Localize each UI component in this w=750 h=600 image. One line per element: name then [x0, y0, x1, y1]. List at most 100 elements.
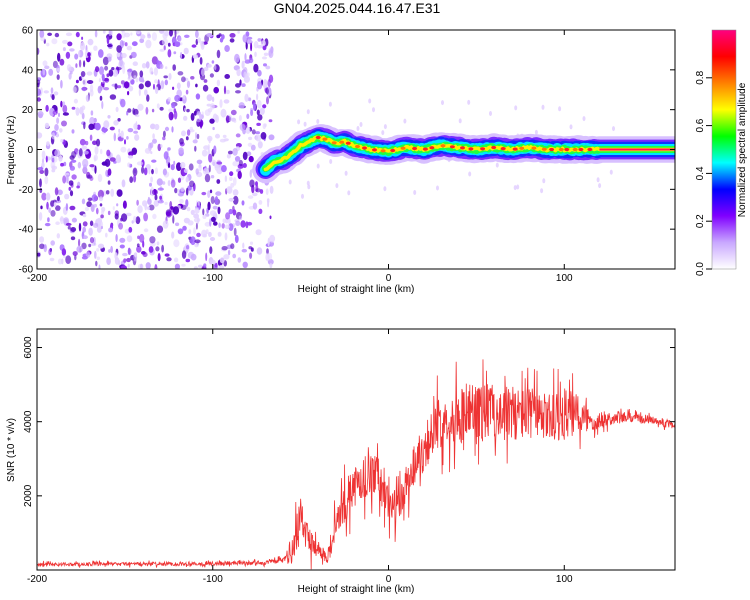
noise-blob	[166, 257, 172, 262]
ridge-hotspot	[558, 147, 564, 152]
x-tick-label: -100	[203, 273, 223, 284]
noise-blob	[110, 245, 113, 254]
noise-blob	[266, 248, 269, 255]
noise-blob	[89, 89, 94, 97]
noise-blob	[241, 60, 245, 69]
noise-blob	[48, 248, 52, 256]
faint-blob	[383, 124, 387, 130]
faint-blob	[403, 118, 407, 124]
noise-blob	[41, 192, 47, 201]
noise-blob	[118, 128, 121, 133]
noise-blob	[196, 232, 201, 238]
noise-blob	[60, 162, 65, 167]
noise-blob	[255, 229, 262, 236]
faint-blob	[316, 163, 320, 169]
noise-blob	[243, 75, 250, 83]
noise-blob	[223, 138, 229, 142]
noise-blob	[241, 248, 247, 253]
noise-blob	[145, 262, 151, 269]
noise-blob	[145, 39, 152, 49]
noise-blob	[185, 176, 189, 183]
spectrogram-frequency-ridge	[252, 124, 675, 184]
ridge-hotspot	[345, 141, 351, 145]
noise-blob	[51, 157, 55, 163]
noise-blob	[235, 220, 241, 226]
noise-blob	[242, 151, 248, 161]
noise-blob	[202, 233, 207, 238]
noise-blob	[139, 70, 144, 78]
y-tick-label: 40	[22, 65, 34, 76]
faint-blob	[307, 184, 311, 190]
noise-blob	[216, 161, 223, 165]
x-tick-label: 0	[386, 574, 392, 585]
noise-blob	[223, 99, 230, 104]
noise-blob	[202, 43, 205, 48]
noise-blob	[157, 143, 162, 152]
noise-blob	[194, 243, 199, 248]
noise-blob	[232, 253, 237, 259]
noise-blob	[88, 243, 92, 248]
noise-blob	[247, 97, 252, 102]
noise-blob	[172, 86, 175, 91]
noise-blob	[247, 142, 253, 147]
noise-blob	[72, 251, 78, 256]
noise-blob	[121, 179, 126, 188]
y-tick-label: 0	[27, 145, 33, 156]
noise-blob	[49, 257, 55, 262]
noise-blob	[207, 108, 213, 113]
noise-blob	[269, 215, 272, 220]
noise-blob	[59, 58, 65, 66]
noise-blob	[178, 36, 182, 42]
noise-blob	[129, 176, 134, 184]
noise-blob	[55, 221, 60, 225]
faint-blob	[612, 126, 615, 132]
noise-blob	[108, 249, 111, 253]
noise-blob	[96, 207, 99, 215]
ridge-hotspot	[564, 147, 570, 152]
colorbar-gradient	[712, 30, 736, 269]
noise-blob	[57, 52, 61, 62]
noise-blob	[75, 31, 80, 38]
noise-blob	[203, 263, 207, 268]
snr-x-axis-label: Height of straight line (km)	[298, 584, 415, 595]
noise-blob	[211, 60, 215, 64]
noise-blob	[52, 110, 58, 116]
noise-blob	[142, 240, 145, 248]
noise-blob	[262, 104, 267, 109]
noise-blob	[135, 114, 140, 118]
noise-blob	[164, 201, 168, 205]
noise-blob	[181, 263, 186, 267]
noise-blob	[214, 262, 218, 268]
noise-blob	[82, 78, 87, 86]
noise-blob	[136, 124, 141, 130]
noise-blob	[211, 96, 215, 103]
noise-blob	[85, 251, 91, 258]
colorbar-tick-label: 0.0	[695, 262, 706, 276]
faint-blob	[513, 185, 517, 191]
noise-blob	[257, 38, 262, 42]
noise-blob	[202, 214, 207, 219]
noise-blob	[256, 247, 263, 255]
noise-blob	[192, 54, 198, 59]
noise-blob	[228, 223, 234, 232]
noise-blob	[153, 199, 159, 207]
noise-blob	[172, 206, 180, 215]
noise-blob	[156, 241, 160, 246]
noise-blob	[78, 76, 83, 81]
noise-blob	[169, 201, 173, 209]
noise-blob	[180, 204, 187, 210]
noise-blob	[217, 206, 221, 215]
noise-blob	[66, 64, 72, 72]
noise-blob	[37, 47, 40, 55]
noise-blob	[98, 264, 101, 269]
noise-blob	[167, 97, 171, 102]
noise-blob	[234, 156, 241, 162]
noise-blob	[45, 155, 48, 163]
ridge-hotspot	[422, 147, 428, 151]
faint-blob	[383, 186, 387, 192]
noise-blob	[185, 187, 189, 196]
noise-blob	[154, 167, 158, 175]
noise-blob	[40, 37, 46, 41]
faint-blob	[303, 121, 307, 127]
noise-blob	[79, 138, 86, 146]
